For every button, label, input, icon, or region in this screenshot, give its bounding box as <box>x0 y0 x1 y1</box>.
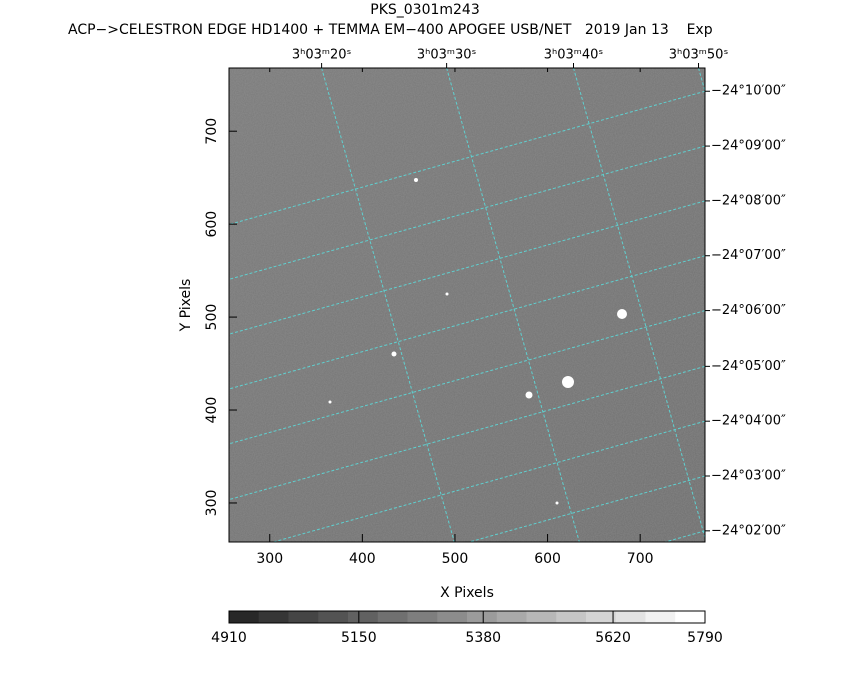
star <box>328 400 332 404</box>
star <box>617 309 627 319</box>
colorbar-step <box>348 611 379 623</box>
star <box>525 391 533 399</box>
image-noise <box>229 68 705 542</box>
y-tick-label: 500 <box>204 304 220 331</box>
y-tick-label: 400 <box>204 397 220 424</box>
y2-tick-label: −24°04′00″ <box>711 414 786 429</box>
x2-tick-label: 3ʰ03ᵐ40ˢ <box>544 48 604 63</box>
y2-tick-label: −24°09′00″ <box>711 139 786 154</box>
x-tick-label: 300 <box>256 551 283 567</box>
colorbar-tick-label: 5620 <box>595 630 631 646</box>
y2-tick-label: −24°07′00″ <box>711 248 786 263</box>
y2-tick-label: −24°10′00″ <box>711 84 786 99</box>
dec-grid-line <box>229 255 705 390</box>
colorbar-tick-label: 5380 <box>465 630 501 646</box>
dec-grid-line <box>229 200 705 335</box>
star <box>414 178 418 182</box>
x-axis-label: X Pixels <box>440 585 494 601</box>
dec-grid-line <box>229 310 705 445</box>
chart-title: PKS_0301m243 <box>370 2 480 18</box>
colorbar-step <box>586 611 617 623</box>
colorbar-step <box>407 611 438 623</box>
chart-subtitle: ACP−>CELESTRON EDGE HD1400 + TEMMA EM−40… <box>68 22 713 38</box>
y-tick-label: 600 <box>204 211 220 238</box>
plot-frame <box>228 67 706 543</box>
star <box>555 501 559 505</box>
dec-grid-line <box>229 365 705 501</box>
x2-tick-label: 3ʰ03ᵐ50ˢ <box>669 48 729 63</box>
colorbar-step <box>288 611 319 623</box>
colorbar: 4910 5150 5380 5620 5790 <box>211 610 723 646</box>
colorbar-step <box>467 611 498 623</box>
y2-tick-label: −24°06′00″ <box>711 303 786 318</box>
colorbar-step <box>526 611 557 623</box>
y-tick-label: 300 <box>204 490 220 517</box>
star <box>562 376 574 388</box>
y2-tick-label: −24°03′00″ <box>711 469 786 484</box>
dec-grid-line <box>229 145 705 280</box>
x2-tick-label: 3ʰ03ᵐ20ˢ <box>292 48 352 63</box>
colorbar-tick-label: 5150 <box>341 630 377 646</box>
colorbar-step <box>645 611 676 623</box>
x-tick-label: 400 <box>349 551 376 567</box>
y-tick-label: 700 <box>204 118 220 145</box>
x-tick-label: 500 <box>442 551 469 567</box>
colorbar-step <box>437 611 468 623</box>
x2-tick-label: 3ʰ03ᵐ30ˢ <box>417 48 477 63</box>
y2-tick-label: −24°08′00″ <box>711 193 786 208</box>
colorbar-step <box>675 611 706 623</box>
x-tick-label: 700 <box>627 551 654 567</box>
star <box>391 351 397 357</box>
dec-grid-line <box>229 90 705 226</box>
x-tick-label: 600 <box>534 551 561 567</box>
colorbar-step <box>556 611 587 623</box>
star <box>445 292 449 296</box>
colorbar-step <box>496 611 527 623</box>
ra-grid-line <box>573 68 705 540</box>
stars <box>328 178 627 505</box>
colorbar-tick-label: 4910 <box>211 630 247 646</box>
ra-grid-line <box>321 68 455 542</box>
y2-tick-label: −24°02′00″ <box>711 523 786 538</box>
y-axis-label: Y Pixels <box>178 279 194 333</box>
colorbar-step <box>377 611 408 623</box>
colorbar-step <box>229 611 260 623</box>
ra-grid-line <box>446 68 580 542</box>
y2-tick-label: −24°05′00″ <box>711 359 786 374</box>
colorbar-step <box>258 611 289 623</box>
image <box>229 68 705 542</box>
colorbar-step <box>318 611 349 623</box>
colorbar-tick-label: 5790 <box>687 630 723 646</box>
colorbar-step <box>615 611 646 623</box>
